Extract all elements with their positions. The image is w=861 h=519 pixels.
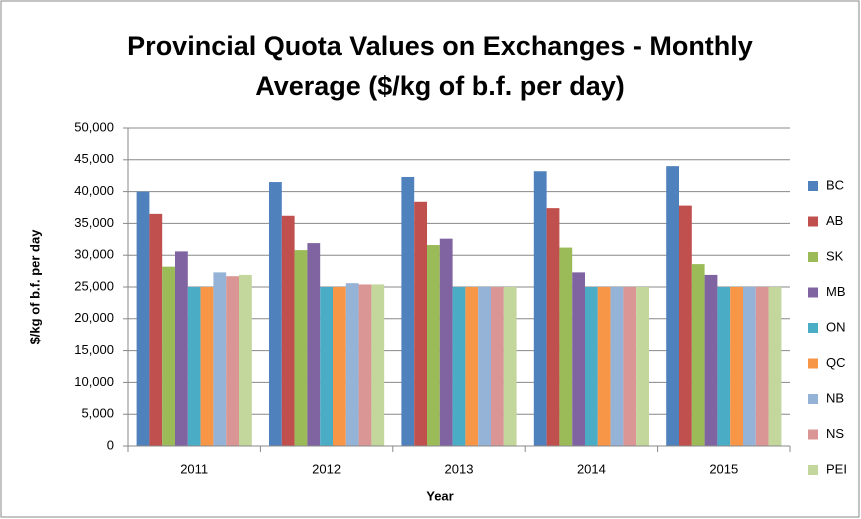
bar: [503, 287, 517, 446]
legend-label: BC: [826, 177, 844, 192]
bar: [213, 272, 227, 446]
legend-label: NS: [826, 426, 844, 441]
bar: [136, 191, 150, 446]
legend-swatch: [808, 394, 818, 404]
bar: [332, 287, 346, 446]
legend-swatch: [808, 181, 818, 191]
y-tick-label: 50,000: [74, 119, 114, 134]
bar: [200, 287, 214, 446]
bar: [162, 266, 176, 446]
legend-label: SK: [826, 248, 844, 263]
bar: [478, 287, 491, 446]
legend-label: NB: [826, 390, 844, 405]
bar: [533, 171, 547, 447]
bar: [307, 243, 321, 446]
bar: [691, 264, 705, 446]
bar: [427, 245, 440, 446]
y-tick-label: 45,000: [74, 151, 114, 166]
bar: [572, 272, 586, 446]
legend-swatch: [808, 323, 818, 333]
bar: [623, 287, 637, 446]
bar: [610, 287, 624, 446]
x-tick-label: 2011: [180, 461, 208, 476]
y-tick-label: 40,000: [74, 183, 114, 198]
bar: [281, 215, 295, 446]
bar: [585, 287, 598, 446]
x-tick-label: 2012: [312, 461, 341, 476]
y-tick-label: 0: [107, 437, 114, 452]
legend-swatch: [808, 287, 818, 298]
bar: [559, 247, 573, 446]
chart-title: Provincial Quota Values on Exchanges - M…: [127, 31, 753, 61]
bar: [187, 287, 201, 446]
bar: [597, 287, 611, 446]
bar: [345, 283, 359, 446]
bar: [358, 284, 372, 446]
bar: [226, 276, 239, 446]
bar: [269, 182, 282, 446]
bar: [465, 287, 479, 446]
legend-swatch: [808, 216, 818, 227]
bar: [717, 287, 731, 446]
bar: [546, 208, 560, 446]
bar: [414, 201, 428, 446]
legend-label: ON: [826, 319, 846, 334]
bar: [371, 284, 385, 446]
legend-label: QC: [826, 355, 846, 370]
bar: [439, 238, 453, 446]
bar: [401, 176, 415, 447]
bar: [679, 205, 692, 446]
bar: [149, 213, 163, 446]
x-tick-label: 2013: [445, 461, 474, 476]
bar: [320, 287, 333, 446]
y-tick-label: 20,000: [74, 310, 114, 325]
y-axis-title: $/kg of b.f. per day: [27, 229, 42, 345]
y-tick-label: 25,000: [74, 278, 114, 293]
legend-label: PEI: [826, 461, 847, 476]
legend-label: AB: [826, 213, 843, 228]
bar: [666, 166, 680, 446]
y-tick-label: 5,000: [81, 406, 114, 421]
legend-label: MB: [826, 284, 846, 299]
legend-swatch: [808, 429, 818, 440]
bar: [294, 250, 308, 446]
bar: [490, 287, 504, 446]
legend-swatch: [808, 252, 818, 262]
bar: [636, 287, 649, 446]
chart-title: Average ($/kg of b.f. per day): [255, 71, 625, 101]
y-tick-label: 35,000: [74, 215, 114, 230]
legend-swatch: [808, 465, 818, 475]
bar: [755, 287, 769, 446]
bar: [742, 287, 756, 446]
x-tick-label: 2014: [577, 461, 606, 476]
x-axis-title: Year: [426, 488, 453, 503]
y-tick-label: 30,000: [74, 247, 114, 262]
bar: [452, 287, 466, 446]
x-tick-label: 2015: [709, 461, 738, 476]
bar: [704, 274, 718, 446]
bar: [175, 251, 188, 446]
y-tick-label: 10,000: [74, 374, 114, 389]
bar: [730, 287, 743, 446]
y-tick-label: 15,000: [74, 342, 114, 357]
bar: [768, 287, 782, 446]
legend-swatch: [808, 358, 818, 369]
bar: [238, 274, 252, 446]
